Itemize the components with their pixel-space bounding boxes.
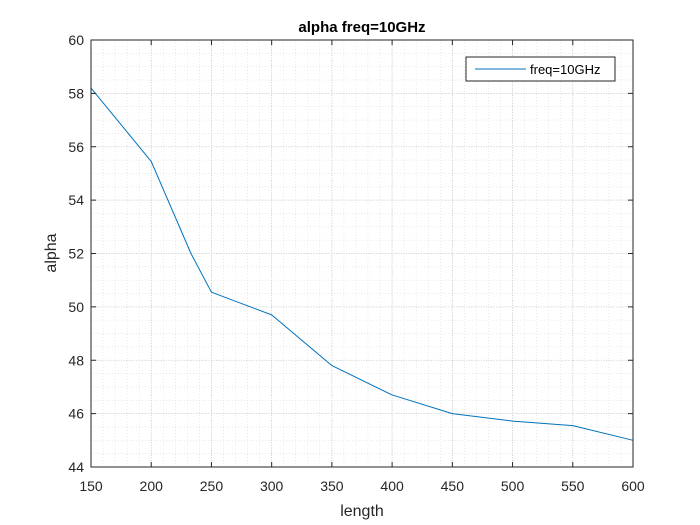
- y-tick-label: 58: [68, 85, 84, 101]
- y-axis-label: alpha: [43, 233, 60, 272]
- y-tick-label: 60: [68, 32, 84, 48]
- chart-title: alpha freq=10GHz: [298, 19, 425, 36]
- x-tick-label: 600: [621, 478, 645, 494]
- y-tick-label: 56: [68, 139, 84, 155]
- series-line-0: [90, 87, 634, 441]
- series-layer: [90, 87, 634, 441]
- x-tick-label: 150: [79, 478, 103, 494]
- x-tick-label: 200: [140, 478, 164, 494]
- x-tick-label: 250: [200, 478, 224, 494]
- y-tick-label: 52: [68, 246, 84, 262]
- x-tick-label: 550: [561, 478, 585, 494]
- x-tick-label: 300: [260, 478, 284, 494]
- legend-entry: freq=10GHz: [530, 62, 600, 77]
- y-ticks: 44 46 48 50 52 54 56 58 60: [68, 32, 633, 475]
- x-tick-label: 450: [441, 478, 465, 494]
- y-tick-label: 44: [68, 459, 84, 475]
- x-axis-label: length: [340, 503, 384, 520]
- x-ticks: 150 200 250 300 350 400 450 500 550 600: [79, 40, 645, 494]
- x-tick-label: 350: [320, 478, 344, 494]
- y-tick-label: 54: [68, 192, 84, 208]
- x-tick-label: 500: [501, 478, 525, 494]
- legend: freq=10GHz: [465, 56, 616, 82]
- x-tick-label: 400: [380, 478, 404, 494]
- y-tick-label: 48: [68, 352, 84, 368]
- y-tick-label: 50: [68, 299, 84, 315]
- y-tick-label: 46: [68, 406, 84, 422]
